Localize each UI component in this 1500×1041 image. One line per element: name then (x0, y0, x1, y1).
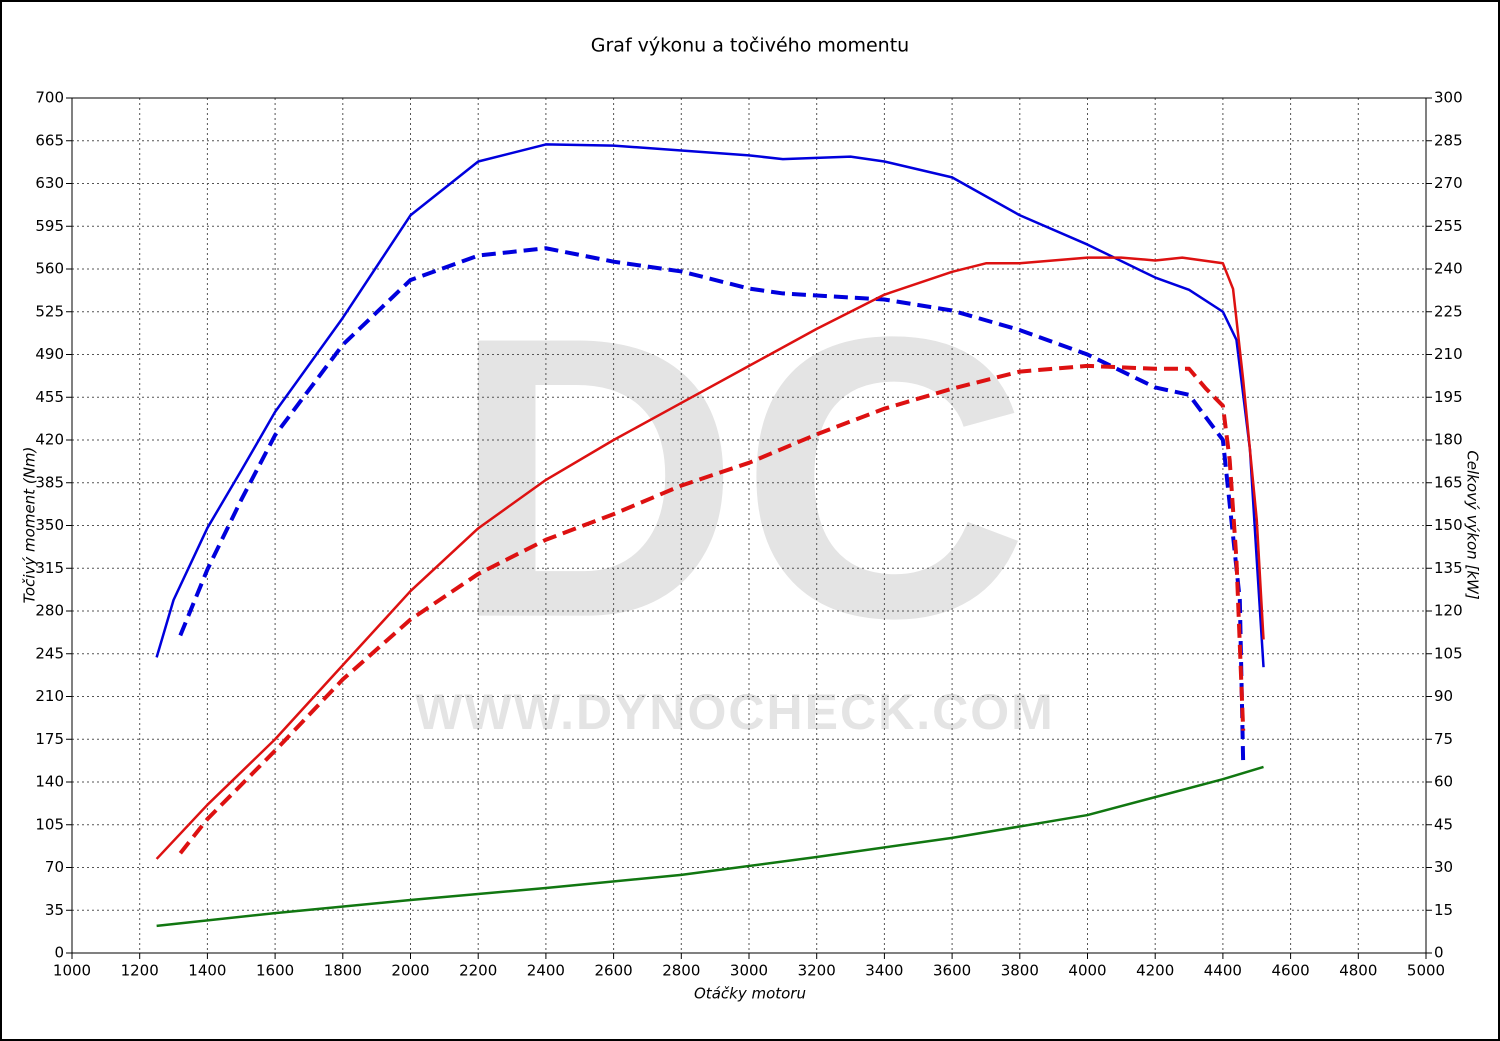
x-tick-label: 3200 (798, 962, 836, 980)
x-tick-label: 4400 (1204, 962, 1242, 980)
chart-title: Graf výkonu a točivého momentu (591, 35, 909, 57)
x-tick-label: 5000 (1407, 962, 1445, 980)
watermark-url: WWW.DYNOCHECK.COM (415, 684, 1055, 740)
x-tick-label: 2800 (662, 962, 700, 980)
y2-tick-label: 270 (1434, 174, 1463, 192)
series-line (155, 143, 1265, 668)
y2-tick-label: 105 (1434, 644, 1463, 662)
y2-tick-label: 30 (1434, 858, 1453, 876)
series-line (155, 256, 1265, 860)
y-tick-label: 490 (35, 345, 64, 363)
y2-tick-label: 225 (1434, 302, 1463, 320)
y-tick-label: 105 (35, 815, 64, 833)
x-tick-label: 4600 (1272, 962, 1310, 980)
y-tick-label: 665 (35, 131, 64, 149)
y2-tick-label: 135 (1434, 559, 1463, 577)
y2-tick-label: 0 (1434, 944, 1444, 962)
y-tick-label: 245 (35, 644, 64, 662)
y-tick-label: 140 (35, 773, 64, 791)
y2-tick-label: 285 (1434, 131, 1463, 149)
y2-tick-label: 195 (1434, 388, 1463, 406)
x-tick-label: 1600 (256, 962, 294, 980)
y2-tick-label: 60 (1434, 773, 1453, 791)
y-tick-label: 210 (35, 687, 64, 705)
y2-tick-label: 180 (1434, 431, 1463, 449)
x-tick-label: 2200 (459, 962, 497, 980)
x-tick-label: 1200 (121, 962, 159, 980)
x-tick-label: 1400 (188, 962, 226, 980)
x-tick-label: 4000 (1068, 962, 1106, 980)
x-tick-label: 2000 (391, 962, 429, 980)
y-tick-label: 35 (45, 901, 64, 919)
y2-tick-label: 210 (1434, 345, 1463, 363)
x-tick-label: 2400 (527, 962, 565, 980)
x-tick-label: 3800 (1001, 962, 1039, 980)
x-tick-label: 4200 (1136, 962, 1174, 980)
x-axis-label: Otáčky motoru (694, 985, 806, 1003)
y2-tick-label: 240 (1434, 260, 1463, 278)
y2-tick-label: 45 (1434, 815, 1453, 833)
y2-axis-label: Celkový výkon [kW] (1464, 450, 1482, 600)
x-tick-label: 4800 (1339, 962, 1377, 980)
x-tick-label: 3600 (933, 962, 971, 980)
series-line (156, 765, 1264, 928)
y2-tick-label: 75 (1434, 730, 1453, 748)
watermark: DC WWW.DYNOCHECK.COM (415, 254, 1055, 741)
y-tick-label: 420 (35, 431, 64, 449)
y-tick-label: 280 (35, 602, 64, 620)
y-tick-label: 595 (35, 217, 64, 235)
y-tick-label: 525 (35, 302, 64, 320)
y2-tick-label: 165 (1434, 473, 1463, 491)
series-line (178, 363, 1246, 855)
x-tick-label: 1800 (324, 962, 362, 980)
y-tick-label: 70 (45, 858, 64, 876)
y2-tick-label: 255 (1434, 217, 1463, 235)
x-tick-label: 3000 (730, 962, 768, 980)
y2-tick-label: 90 (1434, 687, 1453, 705)
x-tick-label: 1000 (53, 962, 91, 980)
y-axis-label: Točivý moment (Nm) (21, 447, 39, 604)
y-tick-label: 0 (54, 944, 64, 962)
plot-border (71, 97, 1427, 954)
y-tick-label: 315 (35, 559, 64, 577)
y-tick-label: 700 (35, 89, 64, 107)
x-tick-label: 2600 (595, 962, 633, 980)
x-tick-label: 3400 (865, 962, 903, 980)
series-line (178, 246, 1246, 765)
y-tick-label: 560 (35, 260, 64, 278)
y2-tick-label: 120 (1434, 602, 1463, 620)
y-tick-label: 175 (35, 730, 64, 748)
y2-tick-label: 300 (1434, 89, 1463, 107)
watermark-text: DC (451, 254, 1029, 701)
y-tick-label: 455 (35, 388, 64, 406)
y-tick-label: 385 (35, 473, 64, 491)
y-tick-label: 350 (35, 516, 64, 534)
y2-tick-label: 150 (1434, 516, 1463, 534)
y-tick-label: 630 (35, 174, 64, 192)
y2-tick-label: 15 (1434, 901, 1453, 919)
